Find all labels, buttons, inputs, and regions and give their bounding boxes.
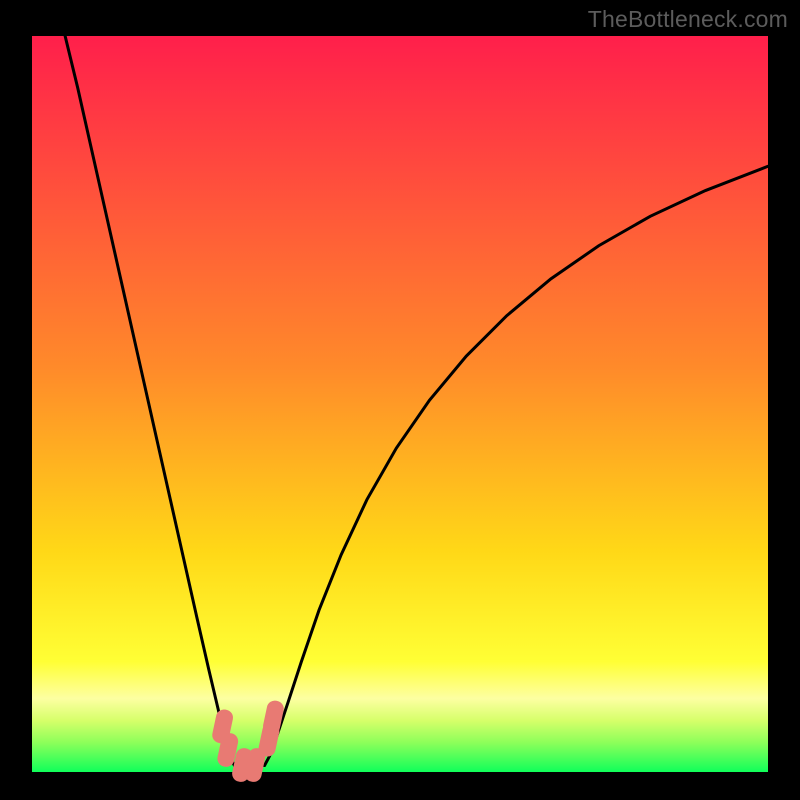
chart-svg xyxy=(32,36,768,772)
watermark-text: TheBottleneck.com xyxy=(588,6,788,33)
chart-plot-area xyxy=(32,36,768,772)
right-curve xyxy=(265,166,768,765)
marker-5 xyxy=(262,699,286,736)
marker-group xyxy=(211,699,285,783)
left-curve xyxy=(65,36,234,765)
